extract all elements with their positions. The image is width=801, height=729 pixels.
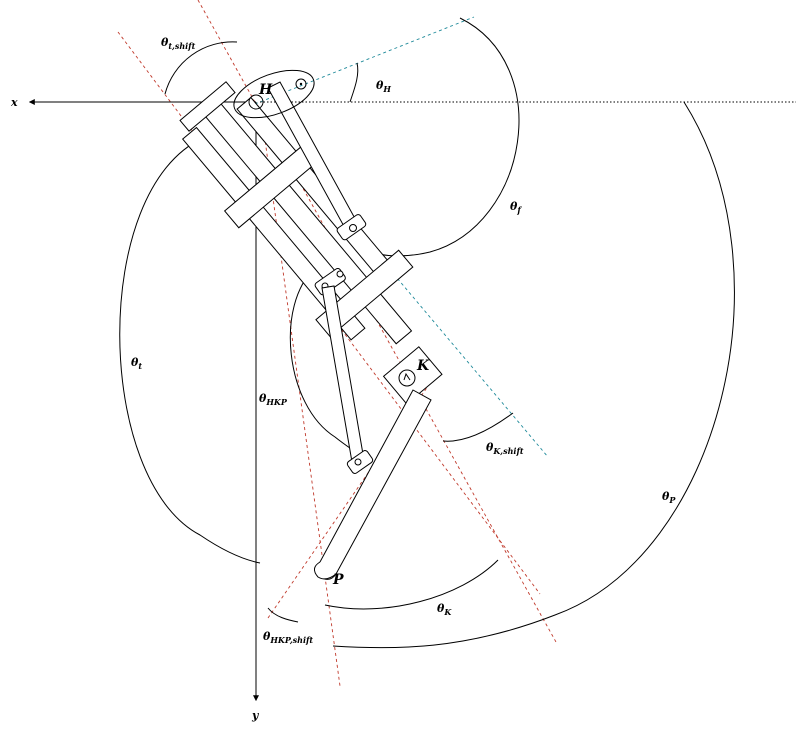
theta-t-label: θt — [131, 356, 142, 371]
knee-label: K — [416, 358, 430, 374]
theta-K-shift-label: θK,shift — [486, 441, 524, 456]
theta-K-arc — [324, 559, 499, 610]
theta-t-shift-label: θt,shift — [161, 36, 196, 51]
lower-pushrod — [314, 267, 374, 474]
lower-slider-pin — [354, 458, 362, 466]
theta-t-shift-arc — [164, 41, 238, 95]
shank-body — [316, 389, 432, 580]
theta-f-label: θf — [510, 200, 522, 215]
hip-ellipse — [233, 69, 315, 119]
thigh-top-cap — [179, 81, 236, 132]
theta-K-label: θK — [437, 602, 452, 617]
theta-HKP-shift-arc — [267, 607, 299, 623]
upper-slider-pin — [349, 224, 357, 232]
theta-H-label: θH — [376, 79, 391, 94]
theta-P-arc — [332, 101, 735, 649]
lower-cross-block — [315, 249, 414, 338]
theta-f-arc — [374, 17, 520, 257]
theta-HKP-shift-label: θHKP,shift — [263, 630, 313, 645]
theta-HKP-label: θHKP — [259, 392, 288, 407]
hip-crank-pivot — [295, 78, 307, 90]
hip-crank-pivot-inner — [299, 82, 303, 86]
knee-joint — [398, 369, 416, 387]
foot-tip — [314, 561, 337, 580]
shank — [314, 389, 432, 580]
hip-pushrod-axis-line — [254, 16, 475, 105]
coordinate-axes — [28, 99, 259, 702]
knee-joint-circle — [398, 369, 416, 387]
theta-P-label: θP — [662, 490, 676, 505]
y-axis-label: y — [251, 709, 260, 722]
thigh-assembly — [179, 81, 414, 345]
lower-crank-pin-2 — [336, 270, 344, 278]
theta-K-shift-arc — [442, 412, 514, 442]
foot-label: P — [332, 572, 344, 588]
hip-joint — [233, 69, 315, 119]
angle-arcs — [119, 17, 735, 649]
labels: x y H K P θt,shift θH θf θt θHKP θK,shif… — [10, 36, 676, 722]
upper-pushrod — [267, 81, 367, 241]
hip-label: H — [258, 82, 273, 98]
theta-H-arc — [349, 62, 359, 103]
hip-pivot — [248, 94, 264, 110]
x-axis-label: x — [10, 96, 18, 109]
knee-joint-mark — [403, 372, 411, 381]
theta-t-arc — [119, 137, 261, 564]
